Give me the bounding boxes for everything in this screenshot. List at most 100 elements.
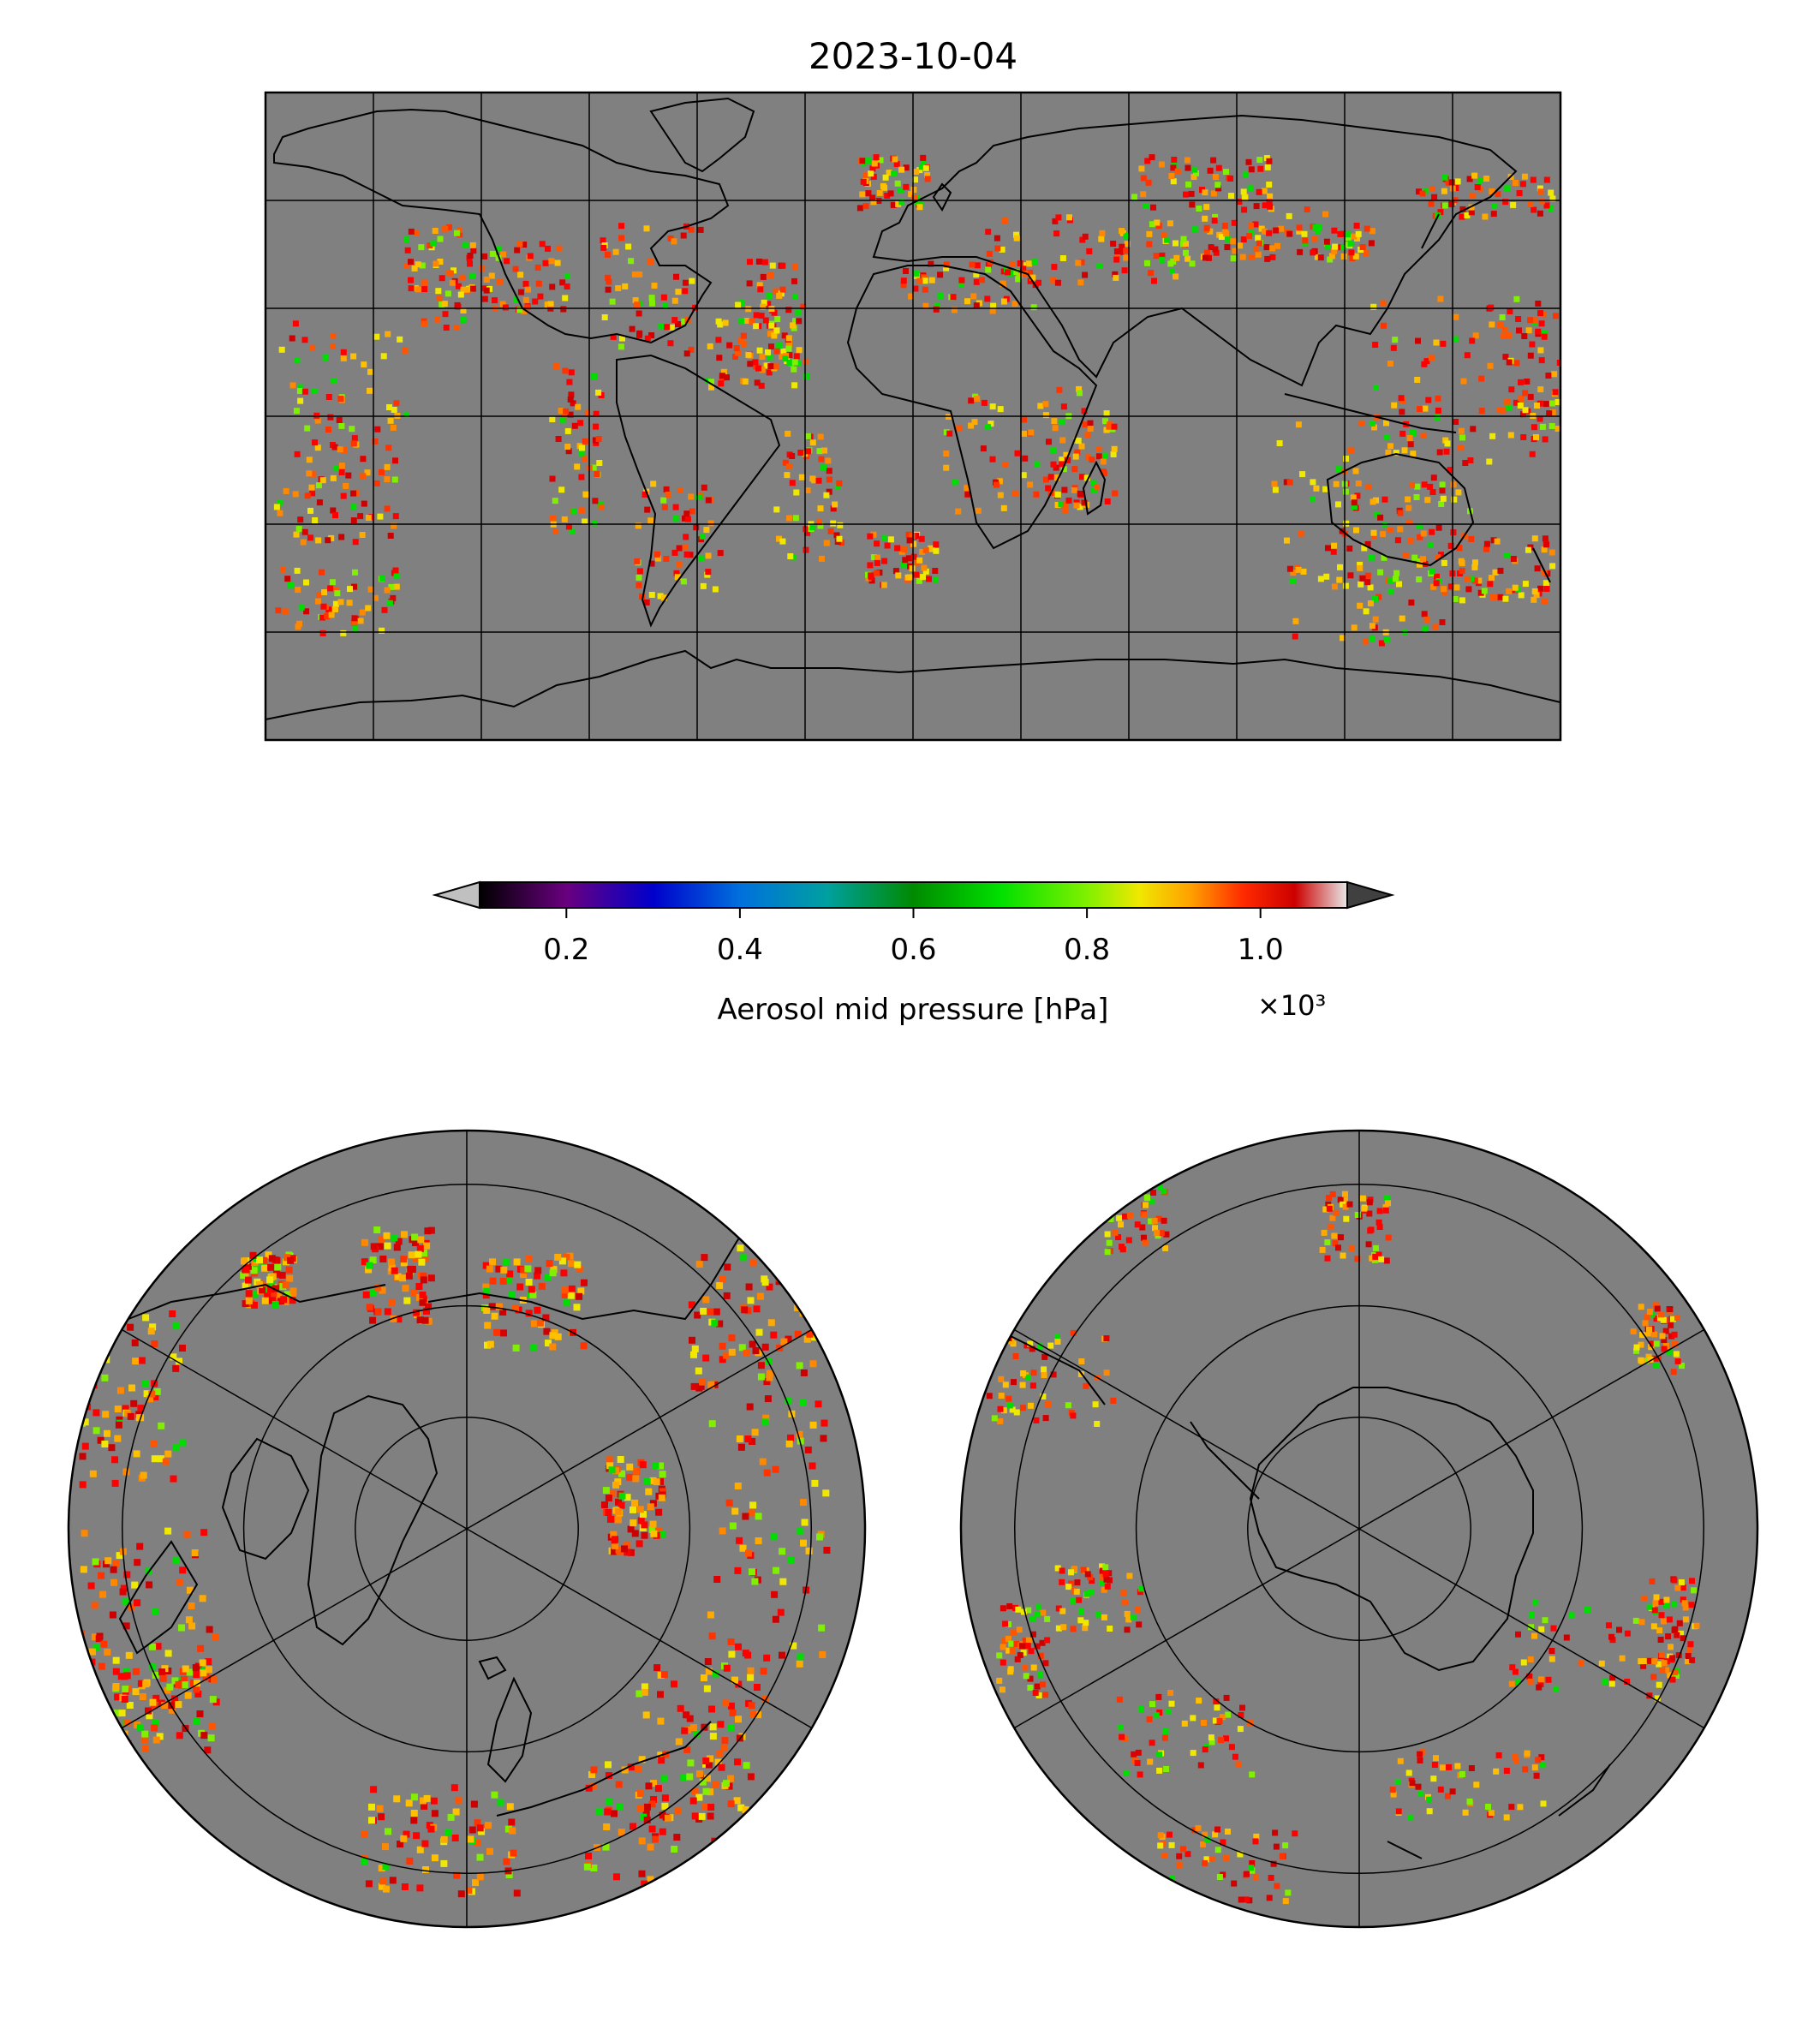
aerosol-pixel bbox=[564, 272, 570, 279]
aerosol-pixel bbox=[425, 1317, 433, 1325]
aerosol-pixel bbox=[1467, 457, 1474, 463]
aerosol-pixel bbox=[365, 1266, 373, 1274]
aerosol-pixel bbox=[1123, 248, 1130, 254]
aerosol-pixel bbox=[650, 1780, 657, 1787]
aerosol-pixel bbox=[361, 1238, 368, 1246]
aerosol-pixel bbox=[1343, 1215, 1350, 1222]
aerosol-pixel bbox=[181, 1681, 188, 1689]
aerosol-pixel bbox=[1654, 1305, 1661, 1312]
aerosol-pixel bbox=[1211, 218, 1218, 224]
aerosol-pixel bbox=[245, 1290, 253, 1298]
aerosol-pixel bbox=[1290, 577, 1297, 584]
aerosol-pixel bbox=[405, 1799, 413, 1807]
aerosol-pixel bbox=[1531, 588, 1538, 594]
aerosol-pixel bbox=[1340, 244, 1347, 251]
aerosol-pixel bbox=[943, 451, 950, 457]
aerosol-pixel bbox=[320, 603, 327, 610]
aerosol-pixel bbox=[797, 1528, 804, 1536]
aerosol-pixel bbox=[887, 190, 894, 197]
aerosol-pixel bbox=[278, 1271, 286, 1279]
aerosol-pixel bbox=[612, 1481, 619, 1489]
aerosol-pixel bbox=[1264, 164, 1271, 170]
aerosol-pixel bbox=[539, 241, 546, 248]
aerosol-pixel bbox=[211, 1675, 218, 1683]
aerosol-pixel bbox=[331, 378, 337, 385]
aerosol-pixel bbox=[757, 1362, 765, 1370]
aerosol-pixel bbox=[1165, 1708, 1172, 1715]
aerosol-pixel bbox=[1670, 1369, 1677, 1376]
aerosol-pixel bbox=[1381, 554, 1387, 561]
aerosol-pixel bbox=[638, 1837, 646, 1845]
aerosol-pixel bbox=[713, 1308, 720, 1316]
aerosol-pixel bbox=[934, 303, 940, 309]
aerosol-pixel bbox=[405, 1272, 413, 1280]
aerosol-pixel bbox=[1235, 1761, 1242, 1768]
aerosol-pixel bbox=[483, 1287, 491, 1295]
aerosol-pixel bbox=[454, 1797, 462, 1805]
aerosol-pixel bbox=[1054, 279, 1061, 286]
aerosol-pixel bbox=[571, 422, 578, 429]
aerosol-pixel bbox=[1510, 201, 1517, 208]
aerosol-pixel bbox=[286, 1274, 294, 1282]
aerosol-pixel bbox=[653, 1664, 661, 1672]
aerosol-pixel bbox=[1501, 326, 1508, 333]
aerosol-pixel bbox=[1550, 1625, 1557, 1632]
aerosol-pixel bbox=[552, 498, 558, 504]
aerosol-pixel bbox=[1331, 227, 1338, 234]
aerosol-pixel bbox=[577, 420, 584, 427]
aerosol-pixel bbox=[293, 408, 300, 415]
aerosol-pixel bbox=[283, 1254, 290, 1262]
aerosol-pixel bbox=[1311, 236, 1318, 242]
aerosol-pixel bbox=[766, 369, 773, 376]
aerosol-pixel bbox=[637, 1789, 644, 1797]
aerosol-pixel bbox=[637, 1517, 645, 1525]
aerosol-pixel bbox=[985, 229, 992, 236]
aerosol-pixel bbox=[483, 277, 490, 283]
aerosol-pixel bbox=[747, 259, 753, 266]
aerosol-pixel bbox=[1429, 528, 1435, 535]
aerosol-pixel bbox=[1035, 279, 1041, 286]
aerosol-pixel bbox=[294, 567, 301, 574]
aerosol-pixel bbox=[404, 247, 411, 254]
aerosol-pixel bbox=[1083, 474, 1090, 481]
aerosol-pixel bbox=[1094, 1421, 1101, 1427]
colorbar-tick-label: 0.8 bbox=[1064, 933, 1110, 967]
aerosol-pixel bbox=[913, 169, 919, 176]
aerosol-pixel bbox=[1264, 255, 1271, 262]
aerosol-pixel bbox=[1263, 244, 1270, 251]
aerosol-pixel bbox=[1445, 179, 1452, 186]
aerosol-pixel bbox=[1528, 1624, 1535, 1631]
aerosol-pixel bbox=[869, 165, 876, 172]
aerosol-pixel bbox=[817, 433, 824, 440]
aerosol-pixel bbox=[376, 1243, 384, 1250]
aerosol-pixel bbox=[1246, 233, 1253, 240]
aerosol-pixel bbox=[1331, 1232, 1338, 1239]
aerosol-pixel bbox=[1257, 165, 1264, 172]
aerosol-pixel bbox=[560, 306, 567, 313]
aerosol-pixel bbox=[657, 1671, 665, 1679]
aerosol-pixel bbox=[366, 1262, 373, 1269]
aerosol-pixel bbox=[1076, 390, 1083, 397]
aerosol-pixel bbox=[701, 1674, 707, 1681]
aerosol-pixel bbox=[667, 340, 674, 347]
aerosol-pixel bbox=[1454, 178, 1461, 185]
aerosol-pixel bbox=[1541, 330, 1548, 337]
aerosol-pixel bbox=[577, 1287, 585, 1295]
aerosol-pixel bbox=[735, 1643, 742, 1650]
aerosol-pixel bbox=[1541, 546, 1548, 553]
aerosol-pixel bbox=[683, 350, 690, 357]
aerosol-pixel bbox=[1225, 236, 1232, 242]
aerosol-pixel bbox=[303, 579, 309, 586]
aerosol-pixel bbox=[638, 1756, 646, 1763]
aerosol-pixel bbox=[733, 345, 740, 352]
aerosol-pixel bbox=[648, 592, 655, 598]
aerosol-pixel bbox=[1068, 1569, 1074, 1576]
aerosol-pixel bbox=[1462, 1809, 1469, 1816]
aerosol-pixel bbox=[1071, 486, 1077, 493]
aerosol-pixel bbox=[337, 599, 344, 606]
aerosol-pixel bbox=[422, 1866, 429, 1873]
aerosol-pixel bbox=[773, 288, 779, 295]
aerosol-pixel bbox=[740, 332, 747, 339]
aerosol-pixel bbox=[908, 191, 915, 198]
aerosol-pixel bbox=[111, 1479, 119, 1487]
